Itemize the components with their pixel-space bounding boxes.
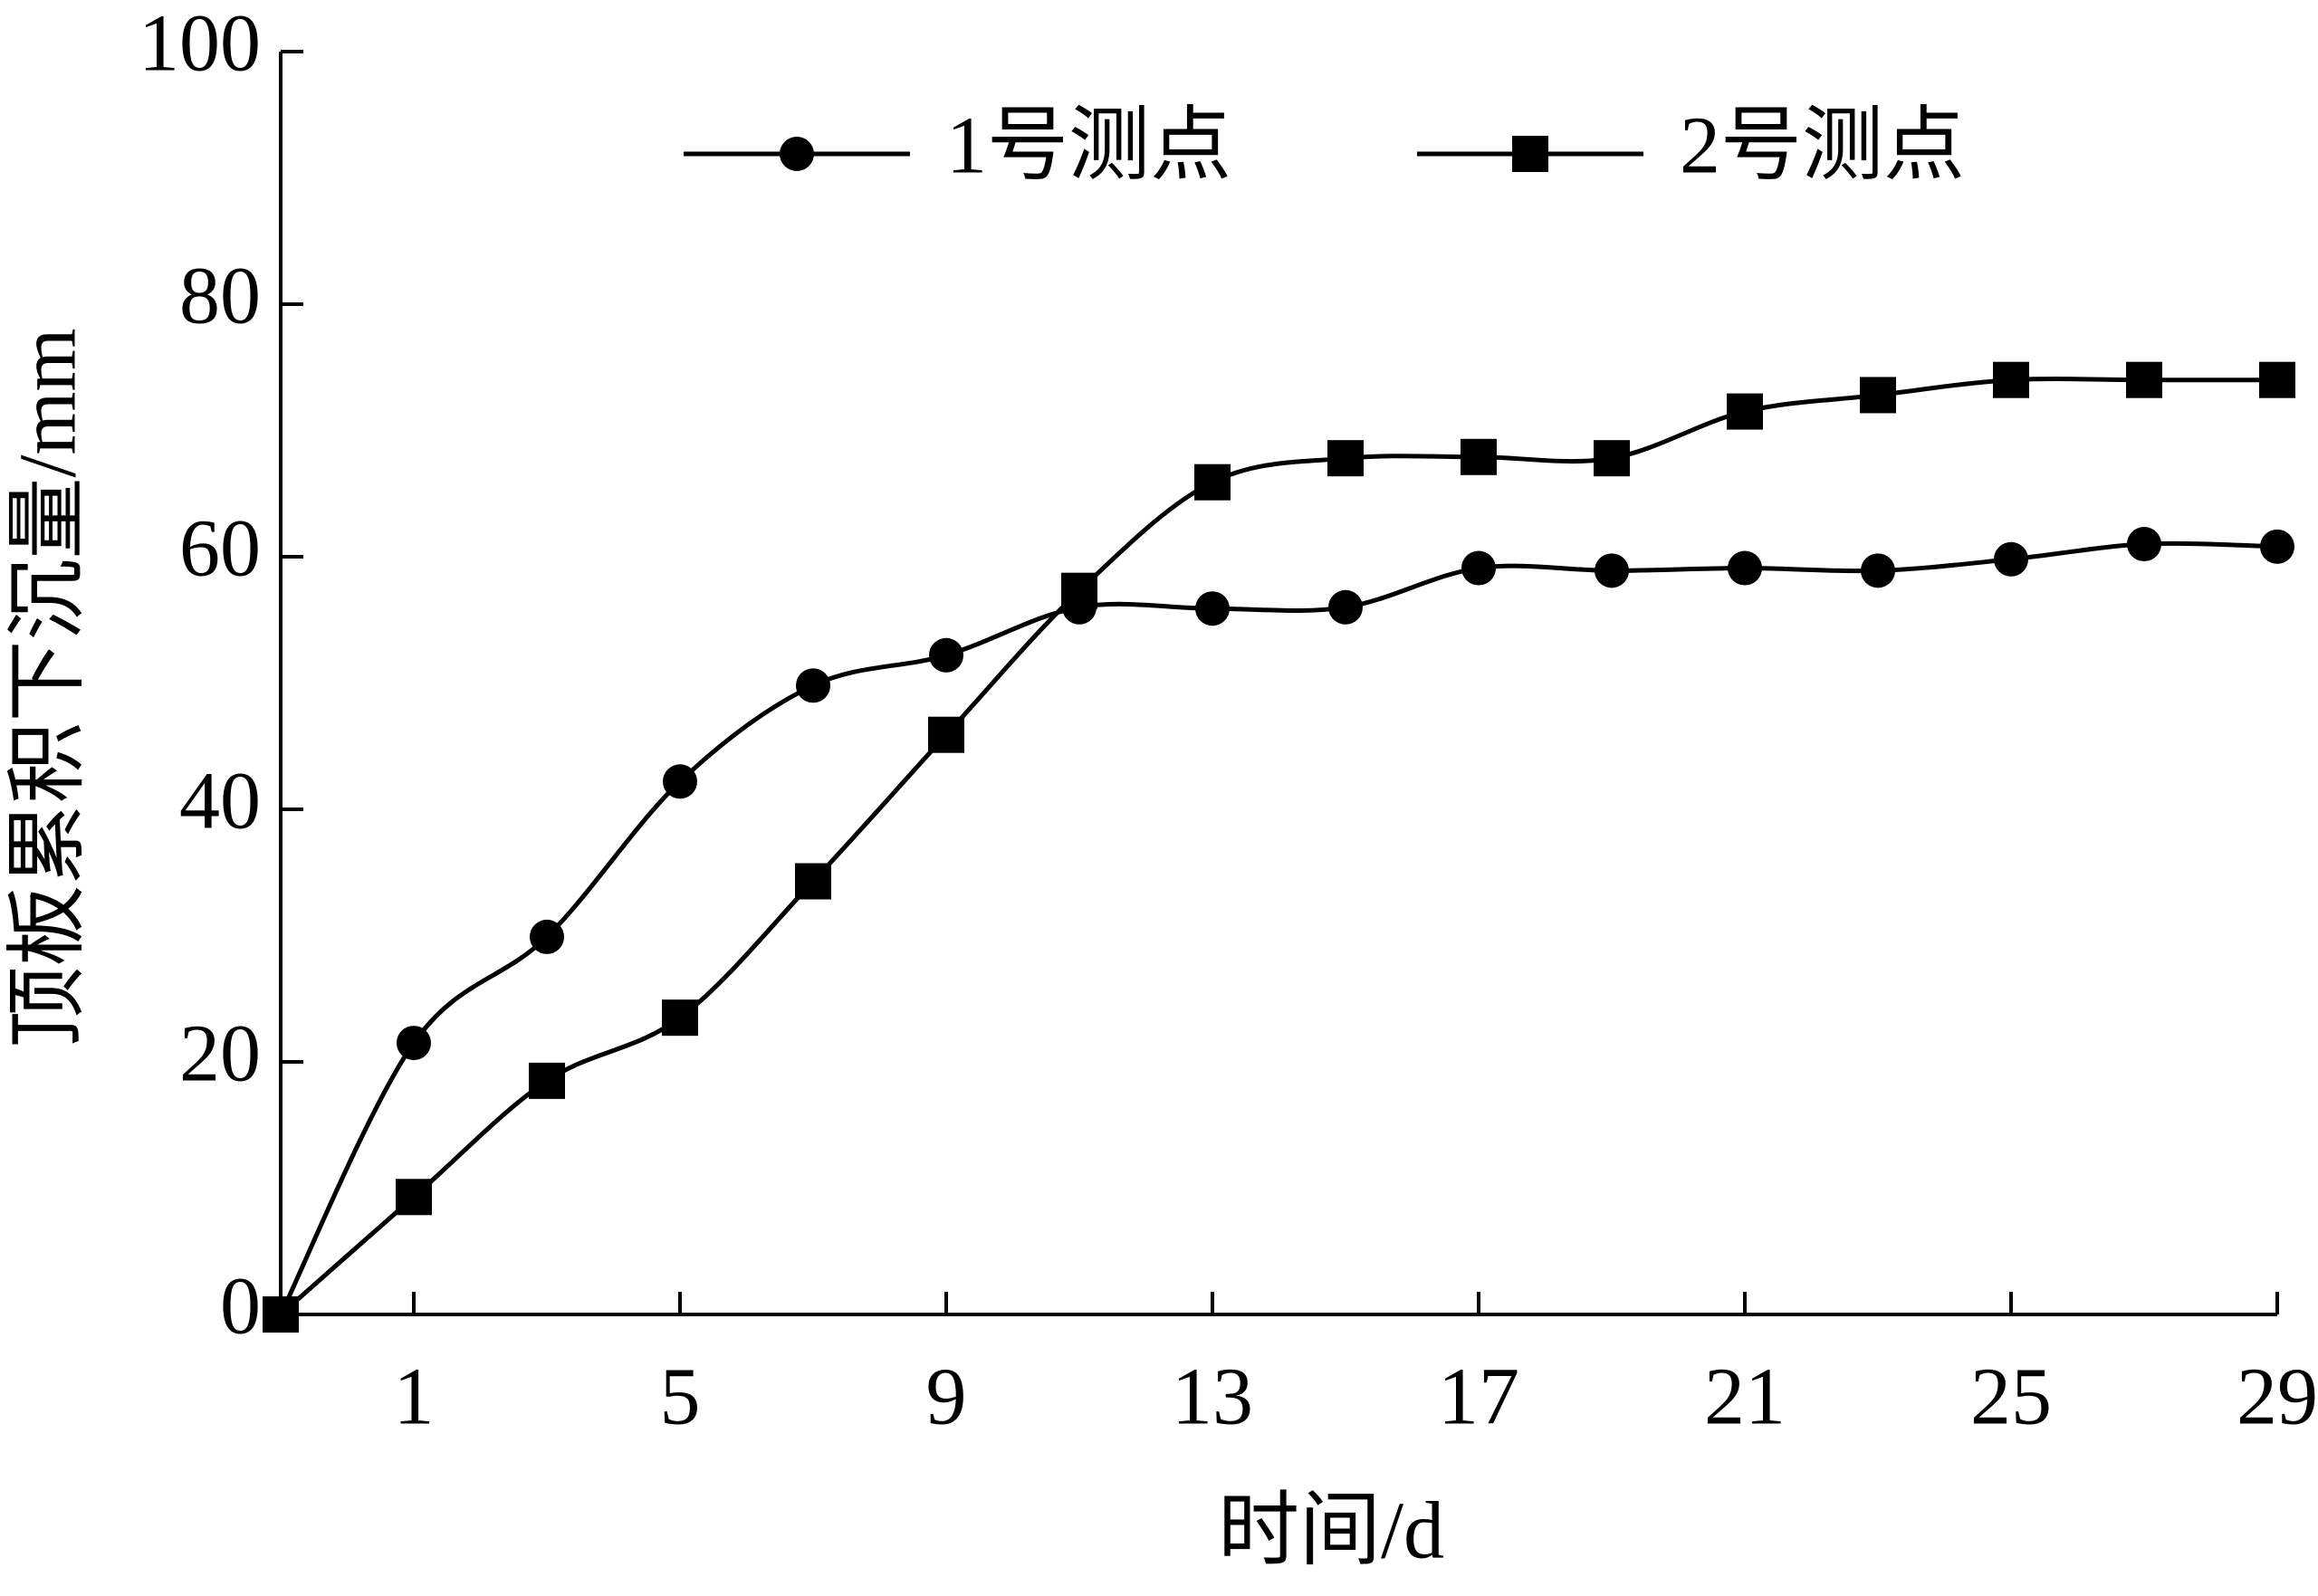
data-point bbox=[663, 764, 697, 799]
y-tick-label: 100 bbox=[139, 0, 261, 89]
data-point bbox=[1594, 440, 1630, 477]
data-point bbox=[1993, 361, 2029, 398]
data-point bbox=[263, 1296, 299, 1333]
data-point bbox=[2259, 361, 2295, 398]
x-tick-label: 9 bbox=[926, 1352, 967, 1442]
data-point bbox=[2260, 529, 2294, 564]
data-point bbox=[1994, 541, 2028, 577]
data-point bbox=[796, 668, 830, 703]
data-point bbox=[928, 716, 964, 753]
data-point bbox=[1728, 550, 1762, 586]
data-point bbox=[1327, 440, 1364, 477]
data-point bbox=[529, 1062, 565, 1099]
x-tick-label: 13 bbox=[1172, 1352, 1253, 1442]
y-tick-label: 60 bbox=[179, 504, 261, 594]
x-tick-label: 5 bbox=[660, 1352, 701, 1442]
x-tick-label: 1 bbox=[394, 1352, 435, 1442]
x-axis-label: 时间/d bbox=[1218, 1486, 1444, 1576]
data-point bbox=[1195, 591, 1230, 626]
y-tick-label: 80 bbox=[179, 252, 261, 341]
y-tick-label: 20 bbox=[179, 1009, 261, 1099]
series-line bbox=[278, 540, 2278, 1316]
data-point bbox=[2127, 527, 2161, 562]
series-line bbox=[279, 376, 2277, 1316]
data-point bbox=[1727, 393, 1763, 430]
data-point bbox=[662, 999, 698, 1037]
data-point bbox=[929, 637, 963, 673]
x-tick-label: 25 bbox=[1970, 1352, 2052, 1442]
data-point bbox=[2126, 361, 2162, 398]
data-point bbox=[1061, 572, 1097, 609]
data-point bbox=[1860, 377, 1896, 414]
data-point bbox=[1861, 553, 1895, 588]
y-tick-label: 40 bbox=[179, 757, 261, 846]
data-point bbox=[1194, 464, 1231, 501]
x-tick-label: 21 bbox=[1704, 1352, 1786, 1442]
data-point bbox=[1328, 589, 1363, 625]
data-point bbox=[530, 919, 564, 954]
y-axis-label: 顶板累积下沉量/mm bbox=[4, 328, 93, 1047]
legend-label: 2号测点 bbox=[1680, 101, 1965, 191]
data-point bbox=[397, 1026, 431, 1061]
legend-marker bbox=[780, 137, 814, 171]
x-tick-label: 29 bbox=[2237, 1352, 2318, 1442]
legend-marker bbox=[1512, 136, 1548, 172]
y-tick-label: 0 bbox=[220, 1262, 261, 1352]
data-point bbox=[1595, 553, 1629, 588]
data-point bbox=[1461, 438, 1497, 475]
x-tick-label: 17 bbox=[1438, 1352, 1519, 1442]
data-point bbox=[1461, 550, 1496, 586]
data-point bbox=[396, 1179, 432, 1216]
legend-label: 1号测点 bbox=[946, 101, 1231, 191]
data-point bbox=[795, 863, 831, 900]
